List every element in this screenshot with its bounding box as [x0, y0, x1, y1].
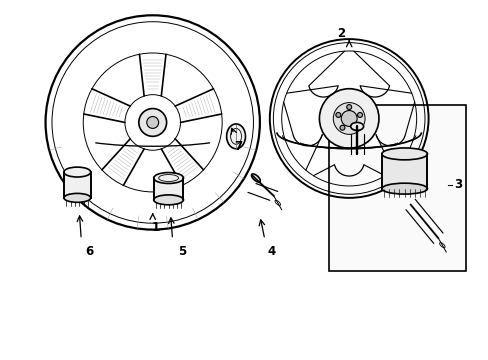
Circle shape [346, 105, 351, 109]
Circle shape [146, 117, 158, 129]
Circle shape [139, 109, 166, 136]
Text: 5: 5 [178, 245, 186, 258]
Circle shape [335, 112, 340, 117]
Bar [153, 178, 183, 200]
Circle shape [319, 89, 378, 148]
Circle shape [353, 125, 358, 130]
Text: 3: 3 [453, 179, 462, 192]
Ellipse shape [64, 167, 90, 177]
Circle shape [339, 125, 344, 130]
Text: 7: 7 [234, 140, 242, 153]
Ellipse shape [153, 172, 183, 184]
Ellipse shape [381, 183, 427, 194]
Text: 2: 2 [337, 27, 345, 40]
Circle shape [333, 103, 365, 134]
Bar [328, 105, 466, 271]
Ellipse shape [350, 122, 363, 130]
Circle shape [341, 111, 356, 126]
Ellipse shape [64, 193, 90, 202]
Ellipse shape [251, 174, 260, 182]
Text: 6: 6 [85, 245, 93, 258]
Bar [381, 154, 427, 189]
Text: 1: 1 [151, 221, 160, 234]
Ellipse shape [226, 124, 245, 149]
Ellipse shape [381, 148, 427, 160]
Bar [64, 172, 90, 198]
Ellipse shape [153, 195, 183, 205]
Text: 4: 4 [267, 245, 275, 258]
Circle shape [357, 112, 362, 117]
